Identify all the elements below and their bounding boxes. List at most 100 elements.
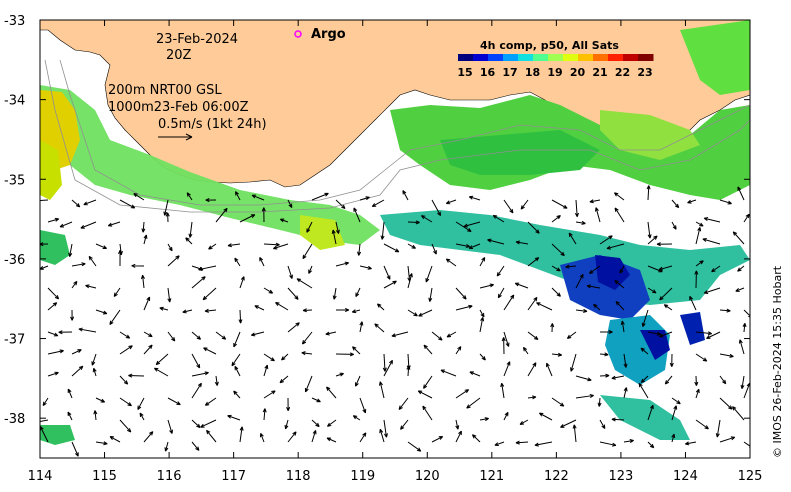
current-vector bbox=[391, 331, 409, 338]
current-vector bbox=[91, 353, 97, 366]
current-vector bbox=[738, 339, 745, 355]
current-vector bbox=[623, 439, 634, 443]
current-vector bbox=[304, 375, 313, 393]
current-vector bbox=[191, 276, 206, 289]
current-vector bbox=[332, 287, 337, 300]
current-vector bbox=[119, 419, 132, 433]
current-vector bbox=[40, 265, 49, 270]
current-vector bbox=[560, 419, 577, 428]
current-vector bbox=[119, 199, 136, 209]
current-vector bbox=[42, 397, 49, 407]
current-vector bbox=[500, 382, 505, 399]
current-vector bbox=[204, 308, 217, 313]
current-vector bbox=[263, 287, 274, 294]
current-vector bbox=[359, 196, 370, 201]
current-vector bbox=[423, 344, 433, 355]
current-vector bbox=[143, 296, 151, 311]
current-vector bbox=[311, 430, 317, 443]
current-vector bbox=[550, 323, 555, 333]
current-vector bbox=[383, 419, 388, 438]
current-vector bbox=[479, 283, 494, 289]
current-vector bbox=[59, 221, 73, 228]
current-vector bbox=[515, 440, 529, 445]
current-vector bbox=[684, 441, 697, 446]
current-vector bbox=[732, 231, 745, 245]
argo-label: Argo bbox=[311, 27, 346, 42]
current-vector bbox=[599, 329, 613, 335]
current-vector bbox=[514, 282, 529, 289]
current-vector bbox=[311, 419, 320, 428]
current-vector bbox=[191, 441, 200, 451]
current-vector bbox=[613, 192, 625, 201]
x-tick-label: 121 bbox=[479, 469, 504, 484]
sst-patches bbox=[40, 20, 750, 445]
current-vector bbox=[703, 287, 721, 294]
x-tick-label: 117 bbox=[221, 469, 246, 484]
current-vector bbox=[182, 309, 193, 314]
current-vector bbox=[527, 221, 540, 234]
current-vector bbox=[407, 273, 413, 289]
current-vector bbox=[204, 397, 217, 406]
current-vector bbox=[659, 287, 673, 301]
colorbar-swatch bbox=[503, 54, 519, 61]
current-vector bbox=[261, 207, 266, 223]
current-vector bbox=[379, 381, 385, 399]
current-vector bbox=[703, 217, 721, 223]
current-vector bbox=[646, 185, 651, 201]
current-vector bbox=[647, 235, 658, 245]
colorbar-swatch bbox=[518, 54, 534, 61]
current-vector bbox=[647, 404, 654, 421]
current-vector bbox=[551, 199, 568, 209]
current-vector bbox=[308, 265, 313, 274]
current-vector bbox=[71, 262, 86, 267]
current-vector bbox=[260, 432, 265, 443]
current-vector bbox=[566, 331, 577, 339]
current-vector bbox=[239, 276, 245, 289]
current-vector bbox=[658, 265, 673, 271]
model-line-1: 200m NRT00 GSL bbox=[108, 83, 222, 98]
current-vector bbox=[568, 232, 577, 245]
current-vector bbox=[47, 371, 59, 377]
current-vector bbox=[67, 411, 73, 421]
current-vector bbox=[520, 199, 529, 210]
current-vector bbox=[611, 375, 625, 380]
current-vector bbox=[383, 265, 391, 280]
y-tick-label: -37 bbox=[4, 333, 25, 348]
current-vector bbox=[606, 243, 625, 250]
current-vector bbox=[191, 419, 201, 429]
current-vector bbox=[534, 441, 553, 447]
current-vector bbox=[234, 365, 241, 377]
current-vector bbox=[575, 393, 594, 399]
current-vectors bbox=[40, 185, 750, 457]
current-vector bbox=[417, 390, 433, 399]
current-vector bbox=[586, 284, 601, 289]
current-vector bbox=[107, 221, 121, 227]
current-vector bbox=[383, 280, 397, 289]
current-vector bbox=[469, 371, 481, 377]
current-vector bbox=[737, 186, 745, 201]
current-vector bbox=[737, 265, 745, 272]
plot-frame bbox=[39, 19, 751, 459]
current-vector bbox=[719, 308, 731, 313]
current-vector bbox=[71, 349, 82, 355]
current-vector bbox=[599, 373, 610, 378]
current-vector bbox=[494, 441, 505, 447]
current-vector bbox=[143, 234, 148, 245]
current-vector bbox=[522, 346, 529, 355]
current-vector bbox=[234, 257, 241, 267]
vector-scale-arrowhead bbox=[185, 133, 193, 141]
current-vector bbox=[546, 362, 553, 377]
current-vector bbox=[400, 419, 409, 430]
current-vector bbox=[671, 221, 677, 230]
current-vector bbox=[58, 330, 73, 335]
current-vector bbox=[233, 331, 241, 348]
current-vector bbox=[215, 207, 228, 223]
current-vector bbox=[383, 359, 393, 377]
current-vector bbox=[326, 386, 337, 399]
map-date: 23-Feb-2024 bbox=[156, 32, 238, 47]
current-vector bbox=[574, 199, 579, 218]
current-vector bbox=[167, 255, 180, 267]
current-vector bbox=[143, 431, 154, 443]
colorbar-swatch bbox=[533, 54, 549, 61]
current-vector bbox=[359, 265, 372, 270]
